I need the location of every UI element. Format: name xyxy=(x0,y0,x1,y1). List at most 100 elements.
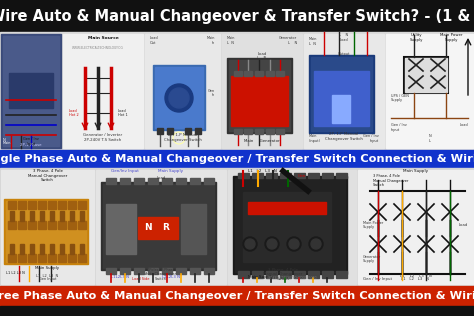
Bar xyxy=(276,71,284,76)
Bar xyxy=(294,271,305,278)
Bar xyxy=(4,199,88,264)
Bar xyxy=(138,217,178,239)
Text: L1L2L3 N: L1L2L3 N xyxy=(111,275,129,279)
Bar xyxy=(358,170,473,284)
Text: Load
Hot 2: Load Hot 2 xyxy=(69,109,79,117)
Text: Main     Generator: Main Generator xyxy=(244,139,280,143)
Bar xyxy=(404,57,448,93)
Bar xyxy=(28,201,36,209)
Bar xyxy=(30,211,34,221)
Bar xyxy=(238,173,249,178)
Bar xyxy=(243,192,331,262)
Bar xyxy=(70,211,74,221)
Bar xyxy=(120,178,130,184)
Bar xyxy=(134,178,144,184)
Bar xyxy=(195,128,201,134)
Text: WWW.ELECTRICALTECHNOLOGY.ORG: WWW.ELECTRICALTECHNOLOGY.ORG xyxy=(267,276,317,280)
Text: N: N xyxy=(428,134,431,138)
Text: Load: Load xyxy=(287,179,297,183)
Circle shape xyxy=(165,84,193,112)
Bar xyxy=(8,254,16,262)
Text: Utility
Supply: Utility Supply xyxy=(410,33,423,42)
Text: L    N: L N xyxy=(257,56,266,60)
Text: Main Power
Supply: Main Power Supply xyxy=(440,33,462,42)
Bar xyxy=(322,173,333,178)
Text: Gen / Inv
Input: Gen / Inv Input xyxy=(391,123,407,131)
Bar xyxy=(20,211,24,221)
Bar xyxy=(8,221,16,229)
Bar xyxy=(190,268,200,274)
Bar xyxy=(229,60,290,131)
Text: Gen / Inv
Input: Gen / Inv Input xyxy=(23,137,39,146)
Bar xyxy=(167,128,173,134)
Bar xyxy=(234,71,242,76)
Circle shape xyxy=(287,237,301,251)
Bar xyxy=(176,178,186,184)
Bar xyxy=(48,254,56,262)
Text: 3 Phase, 4 Pole
Manual Changeover
Switch: 3 Phase, 4 Pole Manual Changeover Switch xyxy=(373,174,409,187)
Bar xyxy=(38,221,46,229)
Bar xyxy=(0,32,474,150)
Bar xyxy=(235,178,345,272)
Bar xyxy=(58,254,66,262)
Text: Single Phase Auto & Manual Changeover / Transfer Switch Connection & Wiring: Single Phase Auto & Manual Changeover / … xyxy=(0,154,474,164)
Bar xyxy=(1,170,94,284)
Text: Main
(Input): Main (Input) xyxy=(309,134,321,143)
Text: 3 Phase, 4 Pole
Manual Changeover
Switch: 3 Phase, 4 Pole Manual Changeover Switch xyxy=(264,268,302,281)
Bar xyxy=(255,129,263,134)
Bar xyxy=(280,271,291,278)
Bar xyxy=(78,221,86,229)
Text: 4Poles, 3-Phase
Auto Changeover
Switch: 4Poles, 3-Phase Auto Changeover Switch xyxy=(146,268,176,281)
Bar xyxy=(0,0,474,32)
Text: 2P, 1-P Manual
Changeover Switch: 2P, 1-P Manual Changeover Switch xyxy=(325,132,363,141)
Bar xyxy=(120,268,130,274)
Bar xyxy=(176,268,186,274)
Bar xyxy=(308,173,319,178)
Text: L1L2L3 N: L1L2L3 N xyxy=(162,275,180,279)
Bar xyxy=(190,178,200,184)
Text: Main Supply: Main Supply xyxy=(403,169,428,173)
Bar xyxy=(40,211,44,221)
Bar xyxy=(204,178,214,184)
Bar xyxy=(153,65,205,130)
Text: N: N xyxy=(3,138,6,142)
Text: L1  L2  L3  N: L1 L2 L3 N xyxy=(36,274,59,278)
Bar xyxy=(238,271,249,278)
Bar xyxy=(233,176,347,274)
Bar xyxy=(28,221,36,229)
Bar xyxy=(106,178,116,184)
Text: Main Supply: Main Supply xyxy=(248,275,273,279)
Text: WWW.ELECTRICALTECHNOLOGY.OG: WWW.ELECTRICALTECHNOLOGY.OG xyxy=(72,46,124,50)
Text: Three Phase Auto & Manual Changeover / Transfer Switch Connection & Wiring: Three Phase Auto & Manual Changeover / T… xyxy=(0,291,474,301)
Bar xyxy=(80,244,84,254)
Bar xyxy=(50,244,54,254)
Circle shape xyxy=(311,239,321,249)
Bar xyxy=(40,244,44,254)
Text: Main Supply: Main Supply xyxy=(158,169,183,173)
Text: L1   L2   L3   N: L1 L2 L3 N xyxy=(401,277,429,281)
Circle shape xyxy=(243,237,257,251)
Bar xyxy=(162,268,172,274)
Bar xyxy=(244,71,252,76)
Bar xyxy=(103,184,214,268)
Bar xyxy=(266,271,277,278)
Bar xyxy=(20,244,24,254)
Bar xyxy=(60,244,64,254)
Bar xyxy=(48,221,56,229)
Bar xyxy=(68,254,76,262)
Bar xyxy=(252,173,263,178)
Bar xyxy=(38,254,46,262)
Text: Generator
Supply: Generator Supply xyxy=(363,255,381,263)
Bar xyxy=(68,221,76,229)
Bar xyxy=(78,201,86,209)
Text: UPS / GEN
Supply: UPS / GEN Supply xyxy=(391,94,409,102)
Bar xyxy=(314,71,369,126)
Bar xyxy=(276,129,284,134)
Text: Main Power
Supply: Main Power Supply xyxy=(363,221,383,229)
Bar xyxy=(266,71,274,76)
Bar xyxy=(106,204,136,254)
Bar xyxy=(304,34,384,148)
Bar xyxy=(185,128,191,134)
Text: Main
In: Main In xyxy=(207,36,215,45)
Bar xyxy=(227,58,292,133)
